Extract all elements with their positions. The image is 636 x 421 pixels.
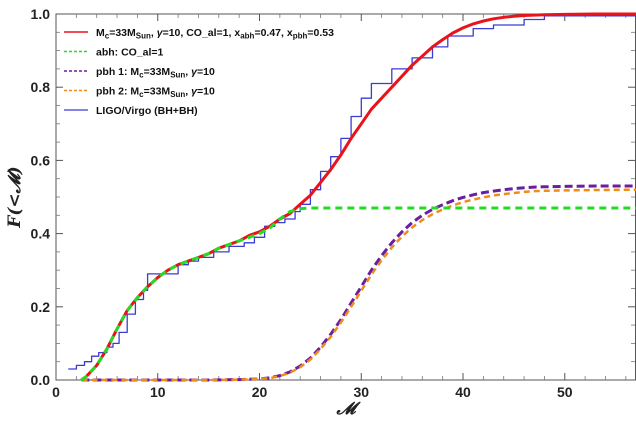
- legend-text-segment: γ: [191, 86, 198, 98]
- legend-text-segment: LIGO/Virgo (BH+BH): [96, 105, 198, 117]
- legend-text-segment: =33M: [144, 66, 171, 78]
- legend-text-segment: M: [96, 27, 105, 39]
- legend-label-total: Mc=33MSun, γ=10, CO_al=1, xabh=0.47, xpb…: [96, 27, 334, 41]
- x-tick-label: 20: [252, 384, 268, 400]
- series-line-ligo: [68, 15, 636, 370]
- x-tick-label: 50: [557, 384, 573, 400]
- y-axis-title: F(<𝓜): [5, 166, 25, 228]
- y-tick-label: 0.8: [31, 79, 51, 95]
- legend-text-segment: γ: [157, 27, 164, 39]
- legend-text-segment: ,: [185, 86, 191, 98]
- legend-text-segment: ,: [151, 27, 157, 39]
- y-tick-label: 0.6: [31, 152, 51, 168]
- y-tick-label: 0.2: [31, 299, 51, 315]
- legend: Mc=33MSun, γ=10, CO_al=1, xabh=0.47, xpb…: [64, 27, 334, 117]
- legend-text-segment: Sun: [170, 90, 185, 99]
- legend-text-segment: =0.53: [307, 27, 334, 39]
- x-axis-title: 𝓜: [335, 399, 361, 419]
- legend-label-pbh2: pbh 2: Mc=33MSun, γ=10: [96, 86, 215, 100]
- legend-text-segment: =10: [197, 86, 215, 98]
- legend-text-segment: c: [105, 32, 110, 41]
- legend-text-segment: =33M: [109, 27, 136, 39]
- y-tick-label: 1.0: [31, 6, 51, 22]
- series-line-abh: [80, 206, 636, 382]
- legend-text-segment: c: [139, 71, 144, 80]
- legend-label-pbh1: pbh 1: Mc=33MSun, γ=10: [96, 66, 215, 80]
- legend-text-segment: pbh 2: M: [96, 86, 139, 98]
- series-line-total: [80, 12, 636, 382]
- y-tick-label: 0.4: [31, 226, 51, 242]
- legend-text-segment: Sun: [170, 71, 185, 80]
- legend-text-segment: abh: [240, 32, 254, 41]
- legend-text-segment: Sun: [136, 32, 151, 41]
- legend-text-segment: abh: CO_al=1: [96, 47, 164, 59]
- x-tick-label: 30: [353, 384, 369, 400]
- legend-text-segment: =33M: [144, 86, 171, 98]
- x-tick-label: 0: [52, 384, 60, 400]
- x-tick-label: 10: [150, 384, 166, 400]
- legend-text-segment: pbh: [293, 32, 308, 41]
- legend-text-segment: pbh 1: M: [96, 66, 139, 78]
- legend-text-segment: =0.47, x: [254, 27, 292, 39]
- legend-label-ligo: LIGO/Virgo (BH+BH): [96, 105, 198, 117]
- legend-label-abh: abh: CO_al=1: [96, 47, 164, 59]
- legend-text-segment: =10: [197, 66, 215, 78]
- axes: 0 10 20 30 40 50 0.0 0.2 0.4 0.6 0.8 1.0: [31, 6, 636, 400]
- plot-area: [68, 12, 636, 382]
- legend-text-segment: γ: [191, 66, 198, 78]
- series-line-pbh2: [81, 188, 636, 382]
- legend-text-segment: =10, CO_al=1, x: [163, 27, 241, 39]
- y-tick-label: 0.0: [31, 372, 51, 388]
- legend-text-segment: ,: [185, 66, 191, 78]
- series-line-pbh1: [81, 184, 636, 382]
- x-tick-label: 40: [455, 384, 471, 400]
- legend-text-segment: c: [139, 90, 144, 99]
